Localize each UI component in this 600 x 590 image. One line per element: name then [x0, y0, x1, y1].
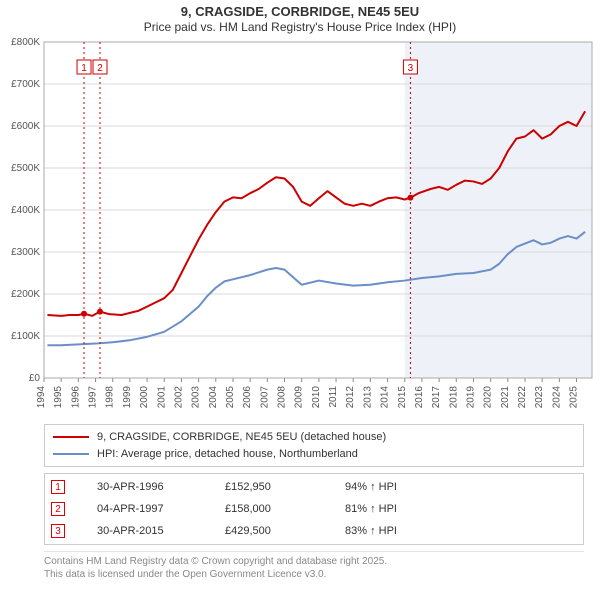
legend-label: HPI: Average price, detached house, Nort… [97, 446, 358, 463]
svg-text:2024: 2024 [551, 386, 562, 409]
price-chart: £0 £100K £200K £300K £400K £500K £600K £700K £80… [0, 38, 600, 418]
legend-row: HPI: Average price, detached house, Nort… [53, 446, 575, 463]
svg-text:2005: 2005 [225, 386, 236, 409]
svg-text:2014: 2014 [380, 386, 391, 409]
svg-text:2022: 2022 [517, 386, 528, 409]
table-row: 1 30-APR-1996 £152,950 94% ↑ HPI [51, 476, 577, 498]
svg-text:£400K: £400K [11, 205, 40, 216]
svg-text:2012: 2012 [345, 386, 356, 409]
svg-text:£300K: £300K [11, 247, 40, 258]
svg-text:2013: 2013 [362, 386, 373, 409]
svg-text:2007: 2007 [259, 386, 270, 409]
svg-text:2003: 2003 [191, 386, 202, 409]
legend-label: 9, CRAGSIDE, CORBRIDGE, NE45 5EU (detach… [97, 429, 386, 446]
sale-date: 30-APR-1996 [65, 481, 225, 493]
svg-text:3: 3 [408, 63, 414, 74]
svg-text:2020: 2020 [483, 386, 494, 409]
svg-text:1997: 1997 [88, 386, 99, 409]
svg-text:2: 2 [97, 63, 103, 74]
svg-text:1994: 1994 [36, 386, 47, 409]
sales-table: 1 30-APR-1996 £152,950 94% ↑ HPI 2 04-AP… [44, 473, 584, 545]
sale-price: £429,500 [225, 525, 345, 537]
legend-swatch [53, 436, 89, 438]
sale-hpi: 94% ↑ HPI [345, 481, 465, 493]
svg-text:1996: 1996 [70, 386, 81, 409]
legend-swatch [53, 453, 89, 455]
svg-text:£200K: £200K [11, 289, 40, 300]
svg-text:1999: 1999 [122, 386, 133, 409]
svg-text:£500K: £500K [11, 163, 40, 174]
sale-date: 04-APR-1997 [65, 503, 225, 515]
svg-text:2015: 2015 [397, 386, 408, 409]
sale-date: 30-APR-2015 [65, 525, 225, 537]
sale-marker-icon: 1 [51, 480, 65, 494]
svg-text:2011: 2011 [328, 386, 339, 408]
svg-text:£100K: £100K [11, 331, 40, 342]
svg-text:2016: 2016 [414, 386, 425, 409]
svg-text:2021: 2021 [500, 386, 511, 409]
legend: 9, CRAGSIDE, CORBRIDGE, NE45 5EU (detach… [44, 424, 584, 467]
legend-row: 9, CRAGSIDE, CORBRIDGE, NE45 5EU (detach… [53, 429, 575, 446]
svg-text:2010: 2010 [311, 386, 322, 409]
svg-text:2004: 2004 [208, 386, 219, 409]
footer-line: This data is licensed under the Open Gov… [44, 568, 584, 581]
svg-text:2023: 2023 [534, 386, 545, 409]
page-subtitle: Price paid vs. HM Land Registry's House … [0, 19, 600, 38]
svg-text:2002: 2002 [173, 386, 184, 409]
sale-price: £158,000 [225, 503, 345, 515]
svg-text:2000: 2000 [139, 386, 150, 409]
svg-text:1998: 1998 [105, 386, 116, 409]
sale-marker-icon: 2 [51, 502, 65, 516]
svg-text:2001: 2001 [156, 386, 167, 409]
page-title: 9, CRAGSIDE, CORBRIDGE, NE45 5EU [0, 0, 600, 19]
svg-text:£700K: £700K [11, 79, 40, 90]
table-row: 2 04-APR-1997 £158,000 81% ↑ HPI [51, 498, 577, 520]
footer-line: Contains HM Land Registry data © Crown c… [44, 555, 584, 568]
svg-text:2018: 2018 [448, 386, 459, 409]
svg-text:2017: 2017 [431, 386, 442, 409]
svg-text:£0: £0 [29, 373, 41, 384]
svg-text:£800K: £800K [11, 38, 40, 48]
table-row: 3 30-APR-2015 £429,500 83% ↑ HPI [51, 520, 577, 542]
sale-marker-icon: 3 [51, 524, 65, 538]
sale-hpi: 81% ↑ HPI [345, 503, 465, 515]
svg-text:2008: 2008 [277, 386, 288, 409]
svg-text:2019: 2019 [465, 386, 476, 409]
svg-text:1995: 1995 [53, 386, 64, 409]
svg-text:2009: 2009 [294, 386, 305, 409]
svg-text:£600K: £600K [11, 121, 40, 132]
sale-hpi: 83% ↑ HPI [345, 525, 465, 537]
svg-text:2025: 2025 [569, 386, 580, 409]
svg-text:2006: 2006 [242, 386, 253, 409]
svg-text:1: 1 [81, 63, 87, 74]
sale-price: £152,950 [225, 481, 345, 493]
attribution: Contains HM Land Registry data © Crown c… [44, 551, 584, 581]
